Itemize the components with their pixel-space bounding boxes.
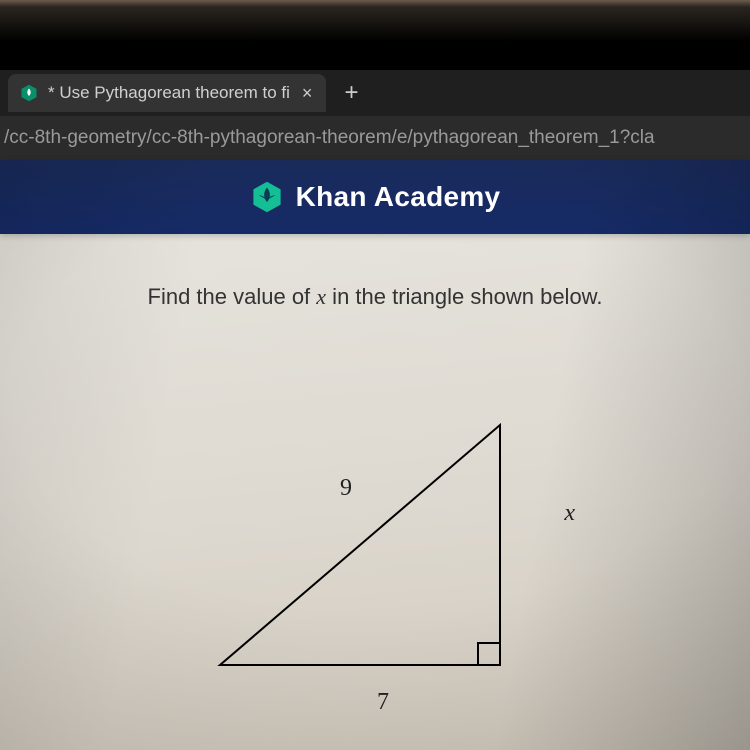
tab-strip: * Use Pythagorean theorem to fi × + xyxy=(0,70,750,116)
page-content: Khan Academy Find the value of x in the … xyxy=(0,160,750,750)
browser-tab[interactable]: * Use Pythagorean theorem to fi × xyxy=(8,74,326,112)
prompt-variable: x xyxy=(316,284,326,309)
base-label: 7 xyxy=(377,689,389,716)
browser-chrome: * Use Pythagorean theorem to fi × + /cc-… xyxy=(0,70,750,160)
tab-close-icon[interactable]: × xyxy=(300,84,315,102)
prompt-text-pre: Find the value of xyxy=(148,284,317,309)
address-bar-text: /cc-8th-geometry/cc-8th-pythagorean-theo… xyxy=(4,127,655,149)
khan-logo-icon xyxy=(250,180,284,214)
triangle-svg xyxy=(215,420,515,680)
prompt-text-post: in the triangle shown below. xyxy=(326,284,602,309)
exercise-area: Find the value of x in the triangle show… xyxy=(0,234,750,680)
right-side-label: x xyxy=(564,500,575,527)
hypotenuse-label: 9 xyxy=(340,475,352,502)
address-bar[interactable]: /cc-8th-geometry/cc-8th-pythagorean-theo… xyxy=(0,116,750,160)
khan-favicon xyxy=(20,84,38,102)
new-tab-button[interactable]: + xyxy=(326,81,376,105)
device-bezel xyxy=(0,0,750,70)
site-title: Khan Academy xyxy=(296,181,501,213)
tab-title: * Use Pythagorean theorem to fi xyxy=(48,83,290,103)
triangle-figure: 9 x 7 xyxy=(165,380,585,680)
exercise-prompt: Find the value of x in the triangle show… xyxy=(30,284,720,310)
site-header: Khan Academy xyxy=(0,160,750,234)
